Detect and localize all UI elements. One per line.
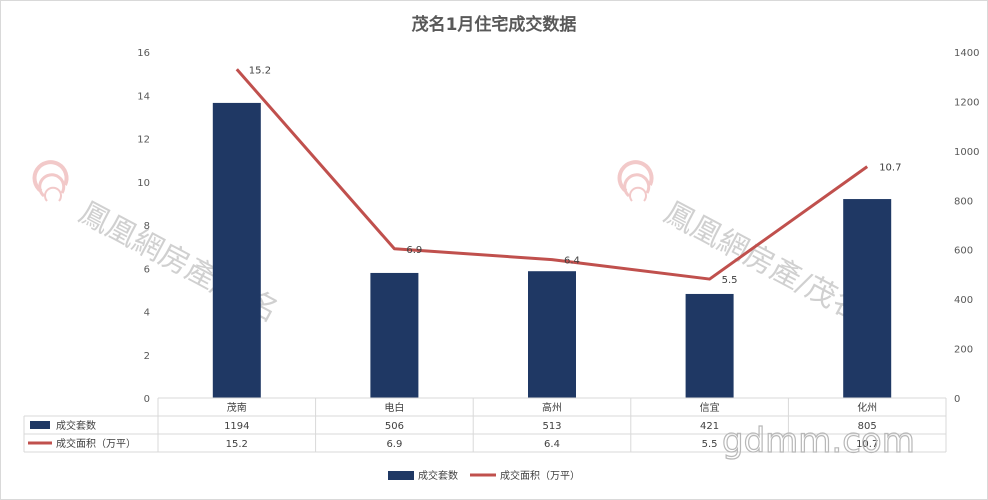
table-bar-key-icon [30, 421, 50, 429]
right-axis-tick-label: 600 [954, 246, 973, 257]
table-cell: 1194 [224, 421, 249, 432]
right-axis-tick-label: 400 [954, 295, 973, 306]
table-cell: 5.5 [702, 439, 718, 450]
phoenix-logo-icon [629, 186, 647, 202]
bar-4 [685, 293, 734, 398]
legend-label: 成交套数 [418, 469, 458, 482]
left-axis-tick-label: 10 [137, 178, 150, 189]
chart-title: 茂名1月住宅成交数据 [411, 15, 577, 35]
legend-bar-key-icon [388, 471, 414, 480]
right-axis-tick-label: 1000 [954, 147, 979, 158]
category-label: 电白 [384, 401, 404, 414]
table-cell: 506 [385, 421, 404, 432]
watermark-layer: 鳳凰網房產/茂名 鳳凰網房產/茂名 [32, 160, 869, 329]
category-label: 高州 [542, 401, 562, 414]
left-axis-tick-label: 14 [137, 91, 150, 102]
right-axis-tick-label: 800 [954, 196, 973, 207]
bar-3 [528, 271, 576, 398]
table-cell: 6.4 [544, 439, 560, 450]
right-axis-tick-label: 1200 [954, 97, 979, 108]
right-axis-tick-label: 200 [954, 345, 973, 356]
site-watermark: gdmm.com [721, 420, 915, 461]
bars-layer [212, 102, 892, 398]
table-row-label: 成交面积（万平） [56, 437, 136, 450]
left-axis-tick-label: 4 [144, 308, 150, 319]
phoenix-logo-icon [617, 160, 654, 193]
line-data-label: 15.2 [249, 65, 271, 76]
left-axis-tick-label: 6 [144, 264, 150, 275]
right-axis-tick-label: 0 [954, 394, 960, 405]
line-data-label: 10.7 [879, 163, 901, 174]
table-cell: 15.2 [226, 439, 248, 450]
line-layer: 15.2 6.9 6.4 5.5 10.7 [235, 65, 901, 286]
table-cell: 805 [858, 421, 877, 432]
bar-2 [370, 272, 419, 398]
bar-5 [843, 199, 892, 398]
table-cell: 6.9 [386, 439, 402, 450]
table-cell: 513 [542, 421, 561, 432]
table-cell: 421 [700, 421, 719, 432]
left-axis-tick-label: 12 [137, 135, 150, 146]
legend: 成交套数 成交面积（万平） [388, 469, 580, 482]
table-row-label: 成交套数 [56, 419, 96, 432]
left-axis-tick-label: 8 [144, 221, 150, 232]
left-axis-tick-label: 16 [137, 48, 150, 59]
bar-1 [212, 102, 261, 398]
table-cell: 10.7 [856, 439, 878, 450]
phoenix-logo-icon [32, 160, 69, 193]
line-data-label: 6.9 [406, 245, 422, 256]
phoenix-logo-icon [623, 173, 651, 198]
category-label: 化州 [857, 401, 877, 414]
phoenix-logo-icon [38, 173, 66, 198]
right-axis-tick-label: 1400 [954, 48, 979, 59]
line-data-label: 6.4 [564, 256, 580, 267]
phoenix-logo-icon [44, 186, 62, 202]
category-label: 信宜 [700, 401, 720, 414]
category-label: 茂南 [227, 401, 247, 414]
left-axis-tick-label: 2 [144, 351, 150, 362]
legend-label: 成交面积（万平） [500, 469, 580, 482]
site-watermark-text: gdmm.com [722, 421, 915, 461]
left-axis-tick-label: 0 [144, 394, 150, 405]
line-data-label: 5.5 [722, 275, 738, 286]
